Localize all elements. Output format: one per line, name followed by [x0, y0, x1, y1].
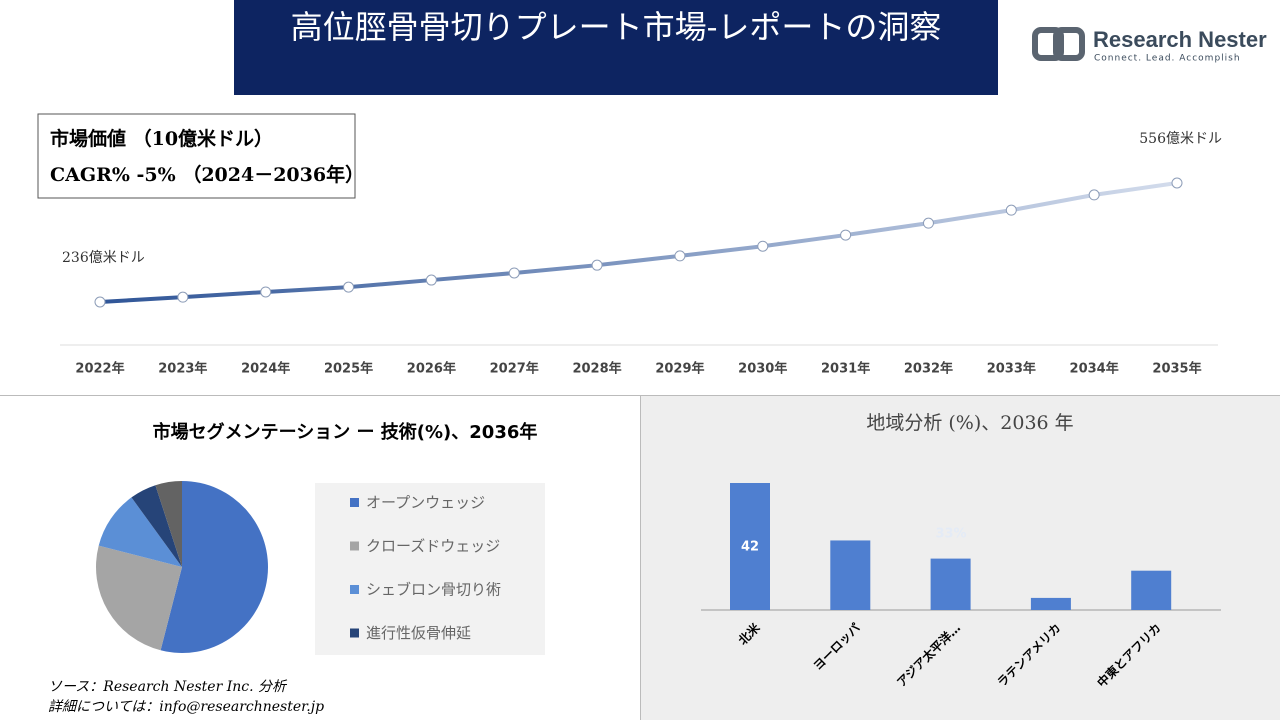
x-tick-label: 2035年 — [1152, 361, 1201, 377]
pie-slice — [155, 481, 182, 567]
legend-label: シェブロン骨切り術 — [366, 581, 501, 599]
x-tick-label: 中東とアフリカ — [1094, 620, 1164, 690]
x-tick-label: 2026年 — [407, 361, 456, 377]
marker — [177, 291, 189, 303]
line — [99, 181, 1178, 304]
marker — [508, 267, 520, 279]
x-tick-label: 2030年 — [738, 361, 787, 377]
x-tick-label: 2022年 — [75, 361, 124, 377]
marker — [343, 281, 355, 293]
marker — [260, 286, 272, 298]
marker — [1088, 189, 1100, 201]
x-tick-label: 2032年 — [904, 361, 953, 377]
contact: 詳細については：info@researchnester.jp — [48, 699, 325, 715]
divider — [0, 395, 1280, 396]
info-box — [37, 113, 356, 199]
pie-slice — [131, 485, 182, 567]
chart-title: 市場セグメンテーション ー 技術(%)、2036年 — [153, 421, 538, 443]
data-label: 42 — [741, 540, 759, 555]
x-tick-label: ラテンアメリカ — [995, 621, 1064, 690]
marker — [757, 240, 769, 252]
logo-icon — [1032, 27, 1064, 61]
legend-swatch — [350, 498, 359, 507]
annotation: 556億米ドル — [1139, 131, 1222, 147]
marker — [425, 274, 437, 286]
x-tick-label: 2031年 — [821, 361, 870, 377]
bar — [930, 558, 971, 610]
bar — [830, 540, 871, 610]
x-tick-label: 2028年 — [572, 361, 621, 377]
legend-swatch — [350, 541, 359, 551]
legend-label: オープンウェッジ — [366, 494, 485, 512]
x-tick-label: ヨーロッパ — [811, 621, 863, 673]
bar — [730, 483, 770, 610]
bar — [1030, 597, 1071, 610]
bar — [1131, 570, 1172, 610]
info-text: 市場価値 （10億米ドル） — [50, 127, 273, 150]
x-tick-label: 2025年 — [324, 361, 373, 377]
chart-title: 地域分析 (%)、2036 年 — [866, 412, 1073, 434]
marker — [922, 217, 934, 229]
pie-slice — [96, 545, 182, 651]
annotation: 236億米ドル — [62, 250, 145, 266]
annotation: 33% — [935, 527, 966, 542]
logo-name: Research Nester — [1093, 27, 1267, 52]
source: ソース：Research Nester Inc. 分析 — [48, 679, 287, 695]
line-chart: 市場価値 （10億米ドル） CAGR% -5% （2024－2036年） 202… — [37, 113, 1222, 377]
marker — [674, 250, 686, 262]
marker — [1171, 177, 1183, 189]
pie-slice — [98, 497, 182, 567]
logo-icon — [1053, 27, 1085, 61]
marker — [840, 229, 852, 241]
header — [234, 0, 998, 95]
pie-slice — [160, 481, 269, 653]
info-text: CAGR% -5% （2024－2036年） — [50, 163, 364, 186]
x-tick-label: 2027年 — [490, 361, 539, 377]
legend-swatch — [350, 628, 359, 638]
legend-swatch — [350, 585, 359, 594]
title: 高位脛骨骨切りプレート市場‐レポートの洞察 — [290, 8, 942, 46]
x-tick-label: 北米 — [735, 619, 763, 647]
bar-chart: 地域分析 (%)、2036 年 42 北米 ヨーロッパ アジア太平洋… ラテンアメリカ 中東… — [701, 412, 1221, 690]
x-tick-label: 2024年 — [241, 361, 290, 377]
logo-tagline: Connect. Lead. Accomplish — [1094, 54, 1241, 64]
logo: Research Nester Connect. Lead. Accomplis… — [1032, 27, 1267, 64]
x-tick-label: アジア太平洋… — [894, 620, 964, 690]
x-tick-label: 2029年 — [655, 361, 704, 377]
legend-box — [315, 483, 545, 655]
legend-label: 進行性仮骨伸延 — [366, 624, 471, 642]
x-tick-label: 2034年 — [1070, 361, 1119, 377]
x-tick-label: 2033年 — [987, 361, 1036, 377]
legend-label: クローズドウェッジ — [366, 537, 500, 555]
marker — [591, 259, 603, 271]
x-tick-label: 2023年 — [158, 361, 207, 377]
marker — [1005, 204, 1017, 216]
pie-chart: 市場セグメンテーション ー 技術(%)、2036年オープンウェッジクローズドウェ… — [96, 421, 545, 655]
marker — [94, 296, 106, 308]
